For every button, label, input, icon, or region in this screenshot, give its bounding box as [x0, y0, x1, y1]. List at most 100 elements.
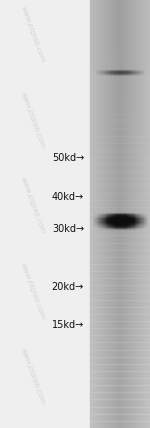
- Bar: [95, 216, 96, 217]
- Bar: [123, 228, 124, 229]
- Bar: [90, 321, 150, 328]
- Bar: [137, 228, 138, 229]
- Bar: [139, 228, 140, 229]
- Bar: [146, 223, 147, 224]
- Bar: [146, 220, 147, 221]
- Bar: [117, 226, 118, 227]
- Bar: [106, 226, 107, 227]
- Bar: [117, 0, 118, 428]
- Bar: [90, 7, 150, 14]
- Bar: [138, 215, 139, 216]
- Bar: [120, 214, 121, 215]
- Bar: [142, 219, 143, 220]
- Bar: [101, 220, 102, 221]
- Bar: [113, 0, 114, 428]
- Bar: [131, 70, 132, 71]
- Bar: [97, 73, 98, 74]
- Bar: [102, 71, 103, 72]
- Bar: [134, 228, 135, 229]
- Bar: [117, 72, 118, 73]
- Bar: [117, 218, 118, 219]
- Bar: [120, 215, 121, 216]
- Bar: [145, 0, 146, 428]
- Bar: [139, 226, 140, 227]
- Bar: [116, 223, 117, 224]
- Bar: [109, 73, 110, 74]
- Bar: [114, 73, 115, 74]
- Bar: [95, 214, 96, 215]
- Bar: [121, 221, 122, 222]
- Bar: [132, 225, 133, 226]
- Bar: [142, 0, 143, 428]
- Bar: [130, 223, 131, 224]
- Bar: [121, 0, 122, 428]
- Bar: [110, 218, 111, 219]
- Bar: [90, 300, 150, 307]
- Bar: [125, 223, 126, 224]
- Bar: [100, 225, 101, 226]
- Bar: [145, 220, 146, 221]
- Bar: [135, 74, 136, 75]
- Bar: [99, 227, 100, 228]
- Bar: [120, 223, 121, 224]
- Bar: [90, 364, 150, 371]
- Bar: [118, 228, 119, 229]
- Bar: [126, 0, 127, 428]
- Bar: [119, 225, 120, 226]
- Bar: [145, 221, 146, 222]
- Bar: [90, 350, 150, 357]
- Bar: [120, 70, 121, 71]
- Bar: [133, 224, 134, 225]
- Bar: [124, 73, 125, 74]
- Bar: [146, 219, 147, 220]
- Bar: [111, 219, 112, 220]
- Bar: [114, 74, 115, 75]
- Bar: [90, 128, 150, 136]
- Bar: [123, 214, 124, 215]
- Bar: [97, 219, 98, 220]
- Bar: [143, 0, 144, 428]
- Bar: [106, 218, 107, 219]
- Bar: [123, 223, 124, 224]
- Bar: [104, 218, 105, 219]
- Bar: [98, 224, 99, 225]
- Bar: [144, 224, 145, 225]
- Bar: [140, 73, 141, 74]
- Bar: [142, 227, 143, 228]
- Bar: [131, 214, 132, 215]
- Bar: [107, 72, 108, 73]
- Bar: [125, 214, 126, 215]
- Bar: [115, 70, 116, 71]
- Bar: [140, 72, 141, 73]
- Bar: [118, 218, 119, 219]
- Bar: [106, 74, 107, 75]
- Text: www.ptglab.com: www.ptglab.com: [20, 90, 46, 149]
- Bar: [130, 215, 131, 216]
- Bar: [119, 223, 120, 224]
- Bar: [129, 227, 130, 228]
- Bar: [117, 214, 118, 215]
- Bar: [146, 215, 147, 216]
- Bar: [93, 221, 94, 222]
- Bar: [116, 228, 117, 229]
- Bar: [96, 219, 97, 220]
- Bar: [105, 228, 106, 229]
- Bar: [139, 219, 140, 220]
- Bar: [105, 74, 106, 75]
- Bar: [99, 73, 100, 74]
- Bar: [97, 218, 98, 219]
- Bar: [106, 224, 107, 225]
- Bar: [101, 224, 102, 225]
- Bar: [97, 223, 98, 224]
- Bar: [100, 0, 101, 428]
- Bar: [138, 221, 139, 222]
- Bar: [115, 213, 116, 214]
- Bar: [114, 219, 115, 220]
- Bar: [94, 220, 95, 221]
- Bar: [126, 226, 127, 227]
- Bar: [90, 271, 150, 278]
- Bar: [90, 292, 150, 300]
- Bar: [113, 228, 114, 229]
- Bar: [136, 228, 137, 229]
- Bar: [95, 218, 96, 219]
